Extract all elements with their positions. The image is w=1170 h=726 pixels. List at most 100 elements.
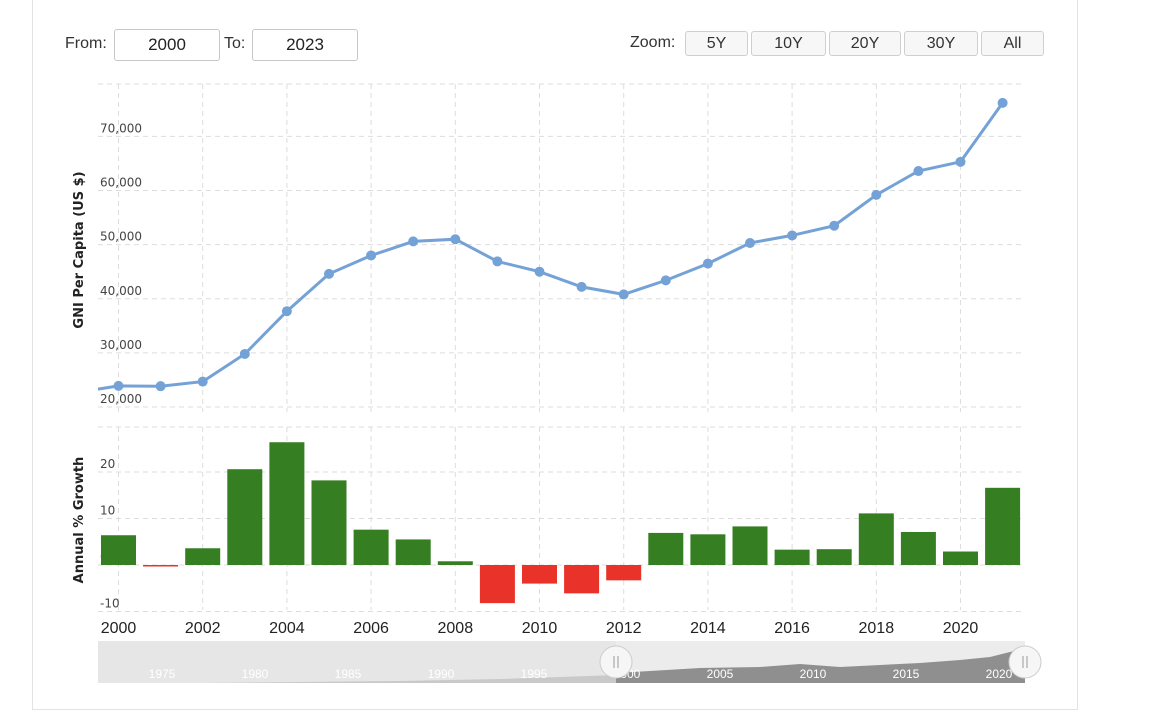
growth-bar xyxy=(522,565,557,584)
bar-y-axis-title: Annual % Growth xyxy=(72,457,87,584)
gni-series xyxy=(97,97,1008,392)
from-label: From: xyxy=(65,35,107,52)
growth-bar xyxy=(900,531,936,565)
gni-point xyxy=(197,376,208,387)
gni-point xyxy=(239,348,250,359)
navigator-tick-label: 1995 xyxy=(521,667,548,681)
x-tick-label: 2016 xyxy=(774,620,810,637)
gni-point xyxy=(155,381,166,392)
navigator-tick-label: 1990 xyxy=(428,667,455,681)
growth-bars xyxy=(101,442,1021,604)
gni-point xyxy=(113,380,124,391)
gni-point xyxy=(745,238,755,249)
chart-frame xyxy=(32,0,1078,710)
range-navigator[interactable]: 1975198019851990199520002005201020152020 xyxy=(98,641,1042,683)
y-tick-label: 50,000 xyxy=(100,230,142,244)
growth-bar xyxy=(816,549,852,565)
gni-point xyxy=(618,289,629,300)
gni-point xyxy=(871,189,882,200)
y-tick-label: 20,000 xyxy=(100,392,142,406)
navigator-tick-label: 2015 xyxy=(893,667,920,681)
x-axis: 2000 2002 2004 2006 2008 2010 2012 2014 2016 2018… xyxy=(101,620,979,637)
x-tick-label: 2018 xyxy=(859,620,895,637)
gni-point xyxy=(787,230,798,241)
x-tick-label: 2014 xyxy=(690,620,726,637)
x-tick-label: 2004 xyxy=(269,620,305,637)
navigator-tick-label: 1975 xyxy=(149,667,176,681)
navigator-tick-label: 1980 xyxy=(242,667,269,681)
y-tick-label: 30,000 xyxy=(100,338,142,352)
from-input[interactable]: 2000 xyxy=(114,29,220,61)
gni-point xyxy=(408,236,419,247)
line-chart-grid xyxy=(98,83,1025,412)
growth-bar xyxy=(311,480,347,565)
y-tick-label: 10 xyxy=(100,504,115,518)
gni-point xyxy=(534,266,545,277)
growth-bar xyxy=(732,526,768,565)
growth-bar xyxy=(185,548,221,565)
navigator-tick-label: 2010 xyxy=(800,667,827,681)
zoom-label: Zoom: xyxy=(630,34,676,51)
growth-bar xyxy=(648,532,684,565)
zoom-all-button[interactable]: All xyxy=(981,31,1044,56)
growth-bar xyxy=(437,561,473,565)
navigator-tick-label: 2005 xyxy=(707,667,734,681)
gni-point xyxy=(576,281,587,292)
growth-bar xyxy=(353,529,389,565)
navigator-tick-label: 2020 xyxy=(986,667,1013,681)
gni-point xyxy=(366,250,377,261)
x-tick-label: 2020 xyxy=(943,620,979,637)
y-tick-label: 60,000 xyxy=(100,176,142,190)
growth-bar xyxy=(774,549,810,565)
gni-point xyxy=(660,275,671,286)
x-tick-label: 2000 xyxy=(101,620,137,637)
line-y-axis: 20,000 30,000 40,000 50,000 60,000 70,000 xyxy=(100,121,142,406)
x-tick-label: 2006 xyxy=(353,620,389,637)
to-label: To: xyxy=(224,35,246,52)
growth-bar xyxy=(564,565,600,594)
gni-point xyxy=(702,258,713,269)
x-tick-label: 2012 xyxy=(606,620,642,637)
gni-point xyxy=(829,220,840,231)
growth-bar xyxy=(227,469,263,565)
gni-point xyxy=(913,166,924,177)
line-y-axis-title: GNI Per Capita (US $) xyxy=(72,171,87,328)
growth-bar xyxy=(858,513,894,565)
growth-bar xyxy=(479,565,515,604)
gni-line xyxy=(97,102,1004,391)
navigator-ticks: 1975198019851990199520002005201020152020 xyxy=(149,667,1013,681)
gni-point xyxy=(324,268,334,279)
growth-bar xyxy=(269,442,305,565)
y-tick-label: 20 xyxy=(100,457,115,471)
growth-bar xyxy=(101,535,136,565)
gni-point xyxy=(955,156,966,167)
navigator-selected-area xyxy=(616,648,1025,683)
gni-point xyxy=(997,97,1008,108)
gni-point xyxy=(281,306,292,317)
growth-bar xyxy=(143,565,179,567)
zoom-20y-button[interactable]: 20Y xyxy=(829,31,901,56)
x-tick-label: 2008 xyxy=(438,620,474,637)
y-tick-label: 70,000 xyxy=(100,121,142,135)
zoom-10y-button[interactable]: 10Y xyxy=(751,31,826,56)
bar-y-axis: -1001020 xyxy=(100,457,120,611)
to-input[interactable]: 2023 xyxy=(252,29,358,61)
navigator-tick-label: 1985 xyxy=(335,667,362,681)
gni-point xyxy=(492,256,503,267)
gni-point xyxy=(450,234,461,245)
zoom-5y-button[interactable]: 5Y xyxy=(685,31,748,56)
growth-bar xyxy=(395,539,431,565)
growth-bar xyxy=(606,565,642,581)
zoom-30y-button[interactable]: 30Y xyxy=(904,31,978,56)
growth-bar xyxy=(690,534,726,565)
growth-bar xyxy=(943,551,978,565)
navigator-history-area xyxy=(98,675,616,683)
x-tick-label: 2002 xyxy=(185,620,221,637)
y-tick-label: -10 xyxy=(100,597,120,611)
x-tick-label: 2010 xyxy=(522,620,558,637)
growth-bar xyxy=(985,487,1021,565)
y-tick-label: 40,000 xyxy=(100,284,142,298)
navigator-right-handle[interactable] xyxy=(1008,645,1042,679)
navigator-left-handle[interactable] xyxy=(599,645,633,679)
